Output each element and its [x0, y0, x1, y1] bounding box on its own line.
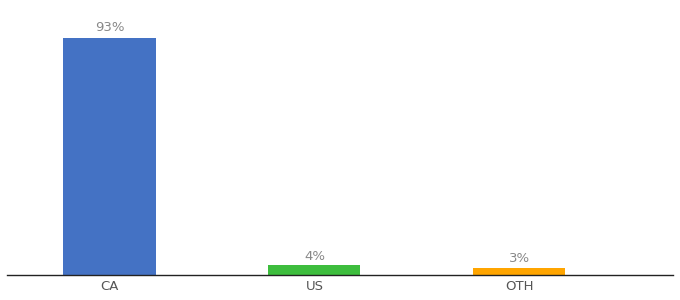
Bar [473, 268, 566, 275]
Text: 3%: 3% [509, 253, 530, 266]
Text: 93%: 93% [95, 21, 124, 34]
Bar [63, 38, 156, 275]
Text: 4%: 4% [304, 250, 325, 263]
Bar [269, 265, 360, 275]
